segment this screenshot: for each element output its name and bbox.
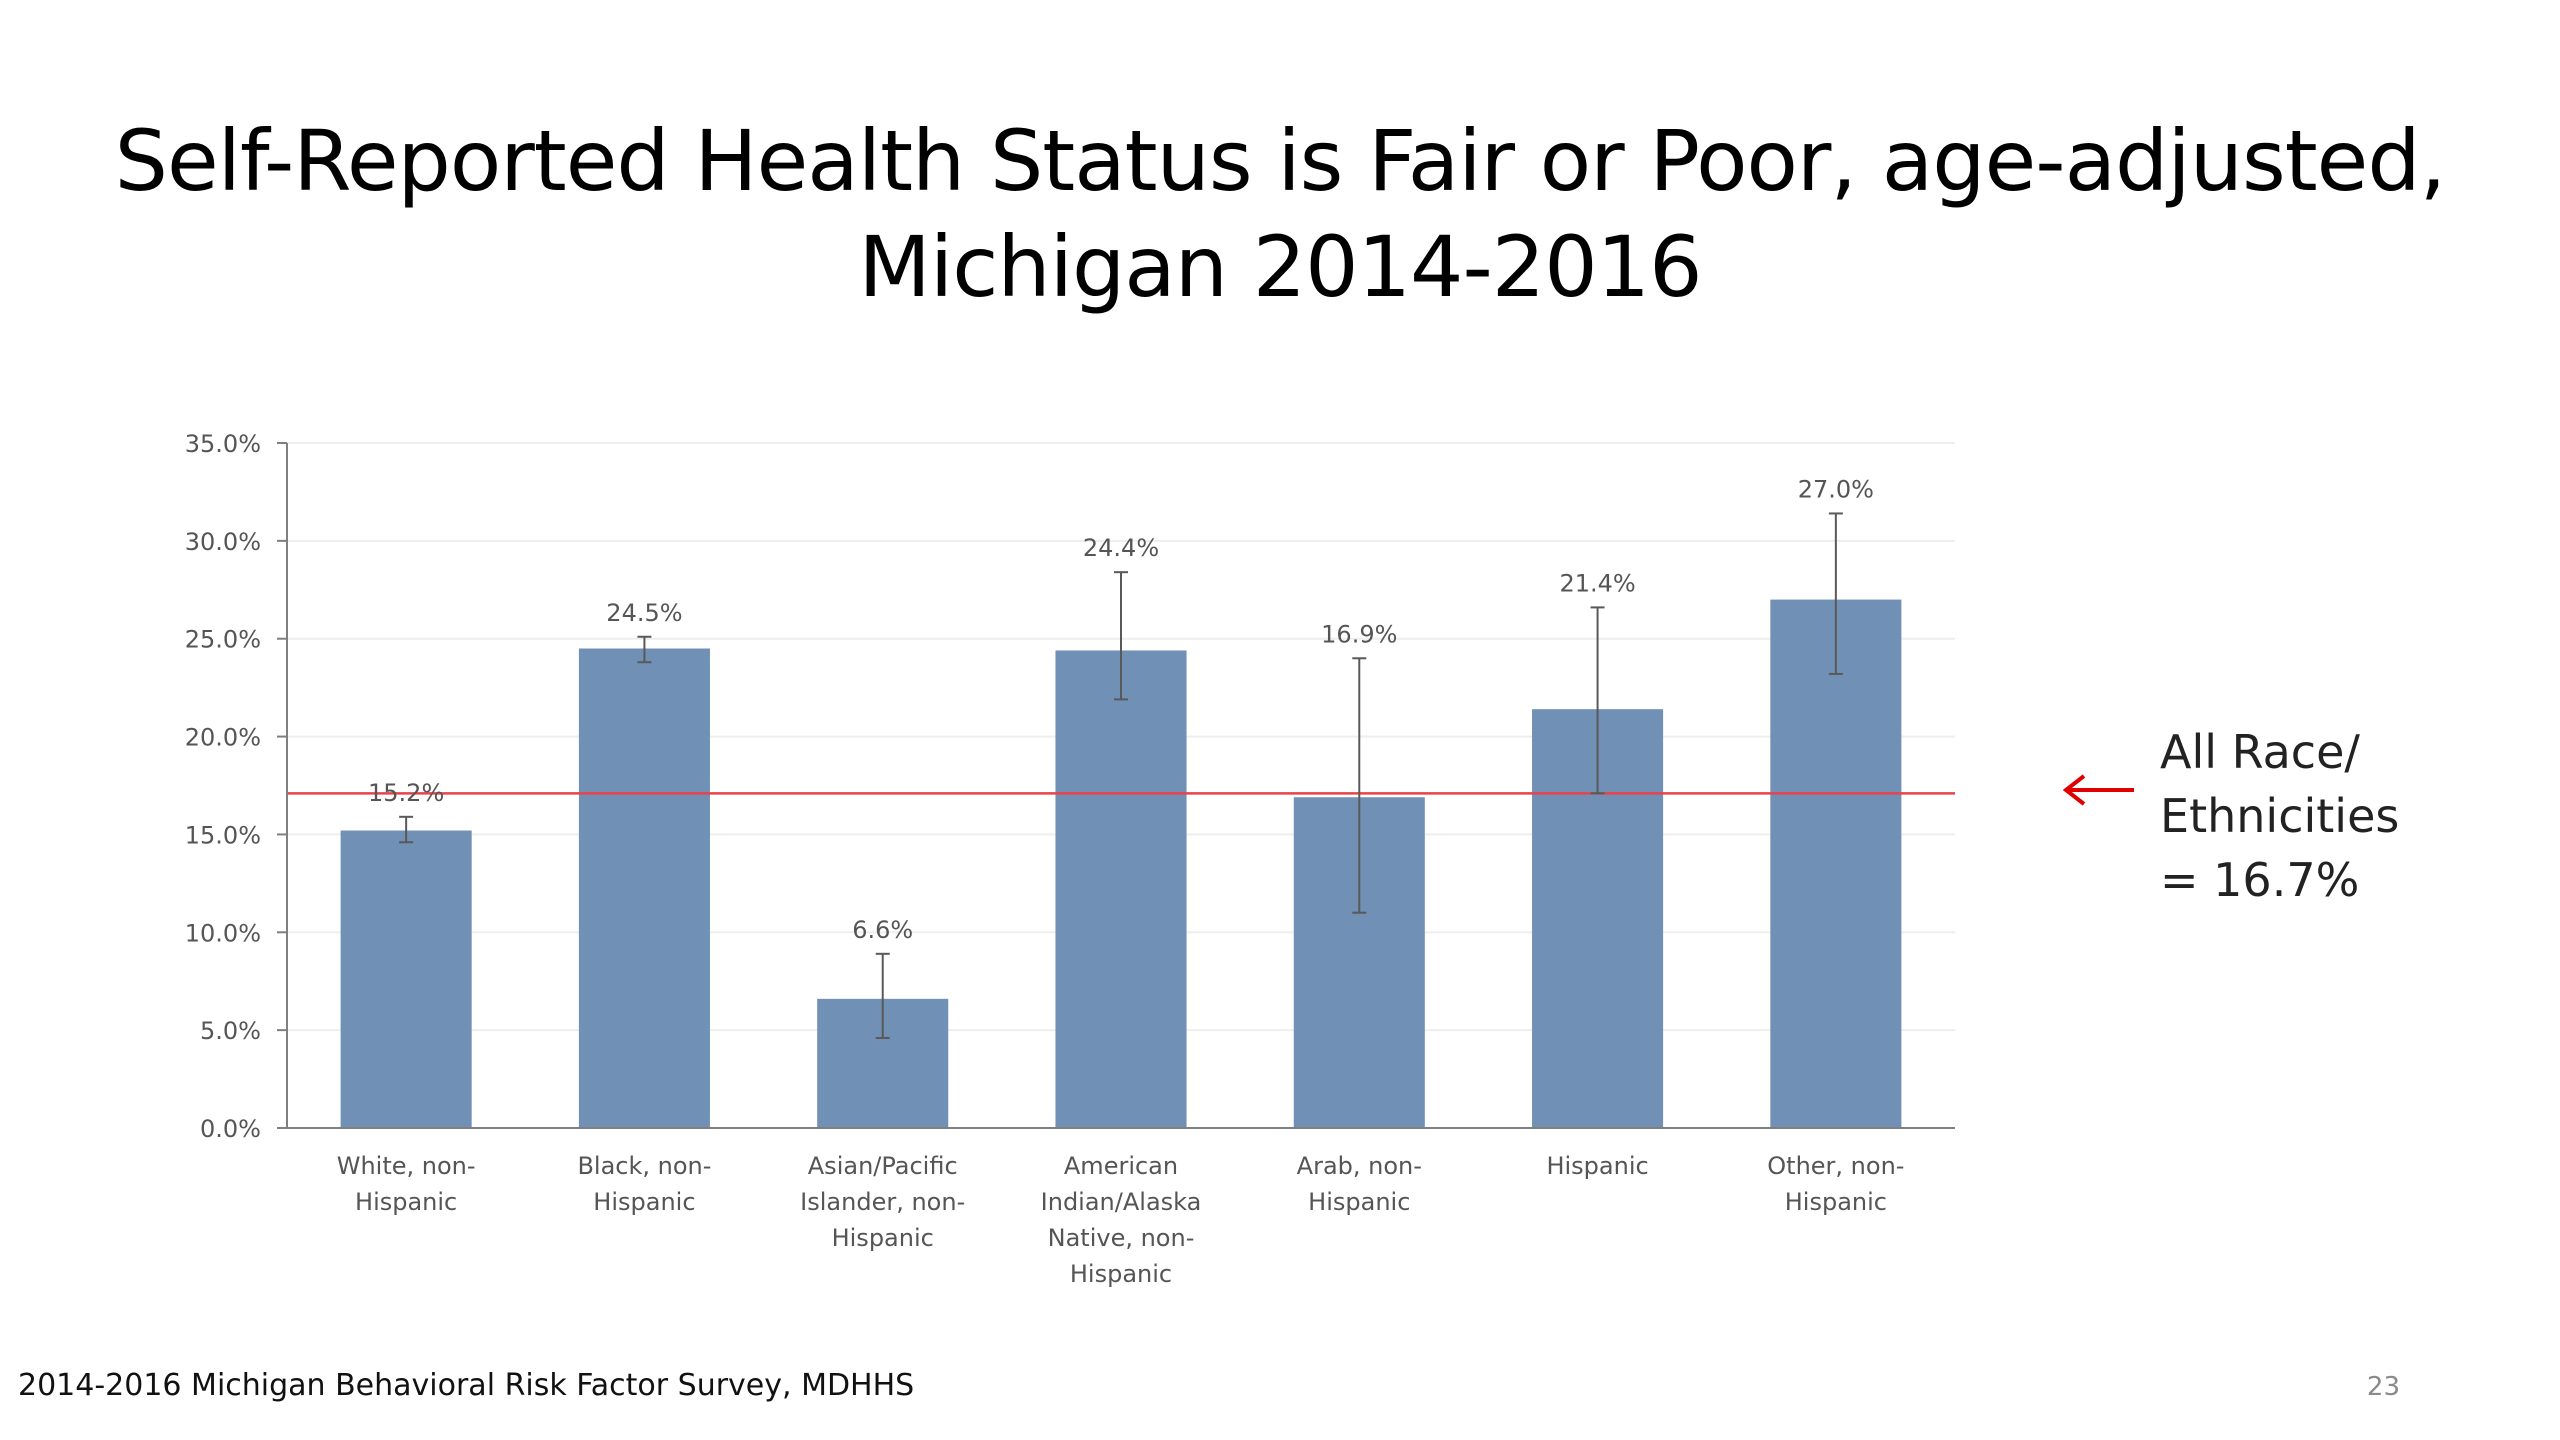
x-category-label-line: Indian/Alaska: [1041, 1188, 1202, 1216]
x-category-label-line: Hispanic: [355, 1188, 457, 1216]
data-label: 6.6%: [852, 916, 913, 944]
x-category-label-line: Hispanic: [1785, 1188, 1887, 1216]
x-category-label-line: Hispanic: [1308, 1188, 1410, 1216]
data-label: 15.2%: [368, 779, 444, 807]
callout-line-3: = 16.7%: [2160, 853, 2360, 907]
error-bars: [399, 512, 1843, 1039]
x-category-label-line: Hispanic: [832, 1224, 934, 1252]
bar: [340, 830, 472, 1128]
x-category-label-line: Other, non-: [1767, 1152, 1904, 1180]
x-category-label-line: Hispanic: [593, 1188, 695, 1216]
y-tick-label: 15.0%: [185, 821, 261, 849]
x-category-label: Arab, non- Hispanic: [1297, 1152, 1422, 1216]
x-category-label-line: Islander, non-: [800, 1188, 965, 1216]
y-tick-label: 20.0%: [185, 724, 261, 752]
axes: [277, 442, 1955, 1129]
x-category-label: Asian/Pacific Islander, non- Hispanic: [800, 1152, 965, 1252]
bars: [340, 599, 1902, 1128]
x-category-label: Black, non- Hispanic: [577, 1152, 711, 1216]
bar: [1055, 650, 1187, 1128]
x-category-label: White, non- Hispanic: [337, 1152, 476, 1216]
page-number: 23: [2366, 1372, 2400, 1402]
x-category-label-line: Native, non-: [1048, 1224, 1195, 1252]
bar-chart: 0.0% 5.0% 10.0% 15.0% 20.0% 25.0% 30.0% 35.0% 15…: [185, 430, 1955, 1288]
data-label: 24.4%: [1083, 534, 1159, 562]
overall-average-callout: All Race/ Ethnicities = 16.7%: [2160, 720, 2540, 912]
page-title: Self-Reported Health Status is Fair or P…: [0, 108, 2560, 320]
x-category-label-line: American: [1064, 1152, 1178, 1180]
x-category-label-line: Hispanic: [1546, 1152, 1648, 1180]
data-label: 21.4%: [1559, 569, 1635, 597]
x-category-label-line: Hispanic: [1070, 1260, 1172, 1288]
labels: 0.0% 5.0% 10.0% 15.0% 20.0% 25.0% 30.0% 35.0% 15…: [185, 430, 1905, 1288]
title-line-2: Michigan 2014-2016: [858, 218, 1702, 316]
x-category-label-line: Asian/Pacific: [808, 1152, 958, 1180]
y-tick-label: 35.0%: [185, 430, 261, 458]
x-category-label: Hispanic: [1546, 1152, 1648, 1180]
left-arrow-icon: [2062, 774, 2134, 806]
data-label: 16.9%: [1321, 620, 1397, 648]
y-tick-label: 30.0%: [185, 528, 261, 556]
source-citation: 2014-2016 Michigan Behavioral Risk Facto…: [18, 1368, 915, 1403]
y-tick-label: 5.0%: [200, 1017, 261, 1045]
bar: [578, 648, 710, 1128]
callout-line-1: All Race/: [2160, 725, 2360, 779]
y-tick-label: 0.0%: [200, 1115, 261, 1143]
x-category-label-line: White, non-: [337, 1152, 476, 1180]
data-label: 24.5%: [606, 599, 682, 627]
data-label: 27.0%: [1798, 475, 1874, 503]
bar: [1770, 599, 1902, 1128]
title-line-1: Self-Reported Health Status is Fair or P…: [114, 112, 2447, 210]
y-tick-label: 10.0%: [185, 919, 261, 947]
x-category-label-line: Arab, non-: [1297, 1152, 1422, 1180]
x-category-label: American Indian/Alaska Native, non- Hispani…: [1041, 1152, 1202, 1288]
x-category-label: Other, non- Hispanic: [1767, 1152, 1904, 1216]
callout-line-2: Ethnicities: [2160, 789, 2400, 843]
x-category-label-line: Black, non-: [577, 1152, 711, 1180]
y-tick-label: 25.0%: [185, 626, 261, 654]
